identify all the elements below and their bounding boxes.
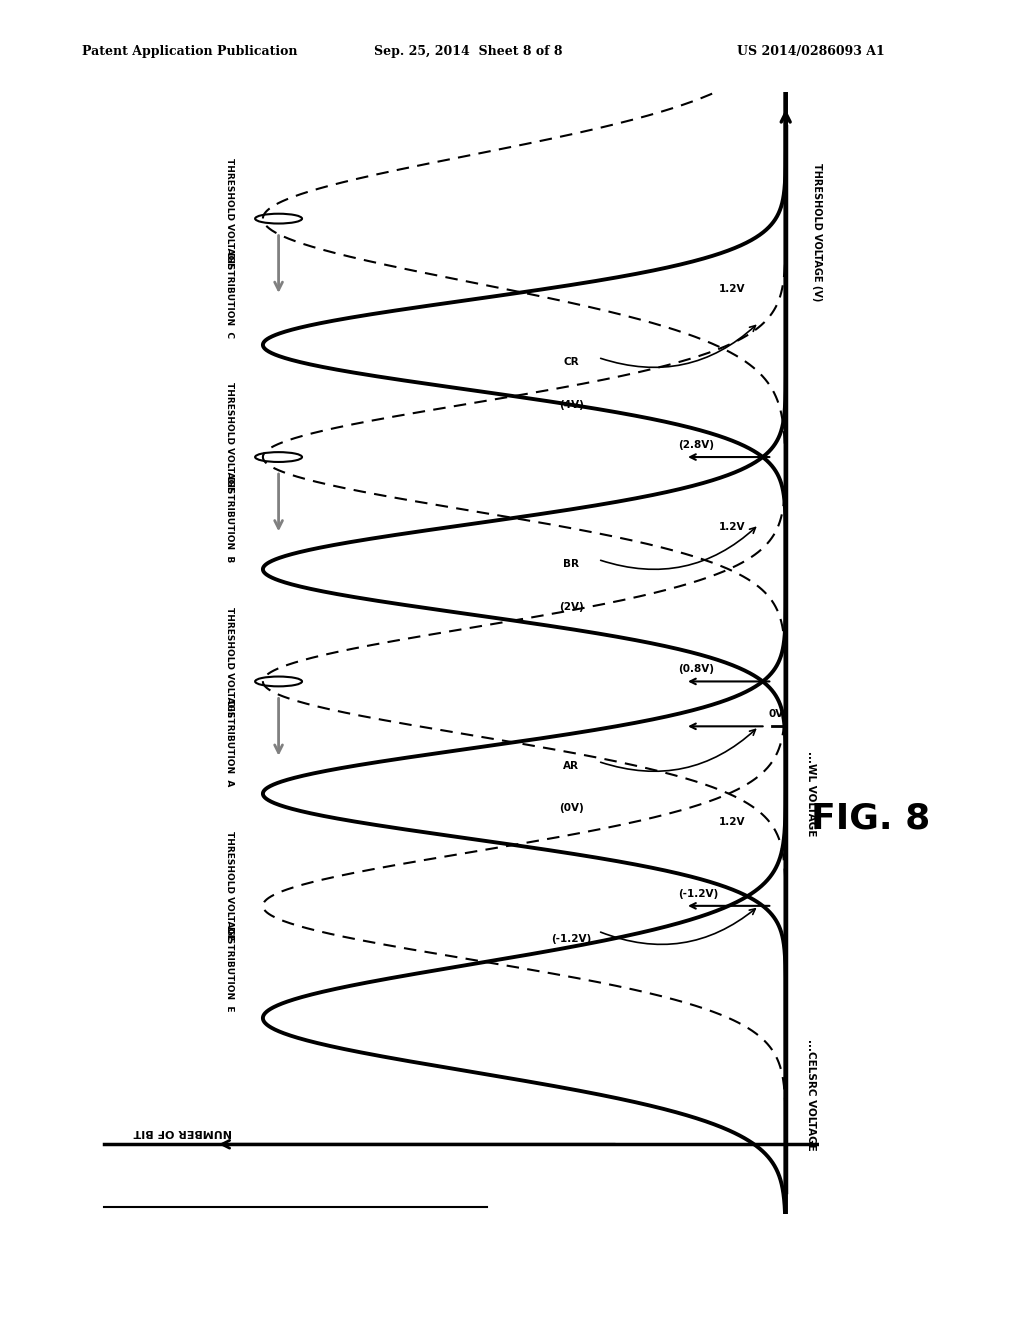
Text: CR: CR: [563, 358, 579, 367]
Text: THRESHOLD VOLTAGE: THRESHOLD VOLTAGE: [225, 381, 233, 492]
Text: BR: BR: [563, 560, 580, 569]
Text: ...CELSRC VOLTAGE: ...CELSRC VOLTAGE: [806, 1039, 816, 1151]
Text: ...WL VOLTAGE: ...WL VOLTAGE: [806, 751, 816, 837]
Text: 1.2V: 1.2V: [719, 284, 745, 294]
Text: (2.8V): (2.8V): [679, 440, 715, 450]
Text: NUMBER OF BIT: NUMBER OF BIT: [133, 1127, 231, 1138]
Text: (-1.2V): (-1.2V): [679, 888, 719, 899]
Text: DISTRIBUTION  B: DISTRIBUTION B: [225, 477, 233, 562]
Text: 1.2V: 1.2V: [719, 817, 745, 826]
Text: Patent Application Publication: Patent Application Publication: [82, 45, 297, 58]
Text: Sep. 25, 2014  Sheet 8 of 8: Sep. 25, 2014 Sheet 8 of 8: [374, 45, 562, 58]
Text: 1.2V: 1.2V: [719, 523, 745, 532]
Text: US 2014/0286093 A1: US 2014/0286093 A1: [737, 45, 885, 58]
Text: (0.8V): (0.8V): [679, 664, 715, 675]
Text: (-1.2V): (-1.2V): [551, 935, 591, 944]
Text: AR: AR: [563, 762, 580, 771]
Text: (0V): (0V): [559, 804, 584, 813]
Text: THRESHOLD VOLTAGE: THRESHOLD VOLTAGE: [225, 157, 233, 268]
Text: FIG. 8: FIG. 8: [811, 801, 930, 836]
Text: THRESHOLD VOLTAGE: THRESHOLD VOLTAGE: [225, 606, 233, 717]
Text: THRESHOLD VOLTAGE: THRESHOLD VOLTAGE: [225, 830, 233, 941]
Text: DISTRIBUTION  C: DISTRIBUTION C: [225, 252, 233, 338]
Text: (4V): (4V): [559, 400, 584, 409]
Text: THRESHOLD VOLTAGE (V): THRESHOLD VOLTAGE (V): [812, 162, 822, 301]
Text: DISTRIBUTION  A: DISTRIBUTION A: [225, 701, 233, 787]
Text: 0V: 0V: [769, 709, 784, 719]
Text: DISTRIBUTION  E: DISTRIBUTION E: [225, 925, 233, 1011]
Text: (2V): (2V): [559, 602, 584, 611]
